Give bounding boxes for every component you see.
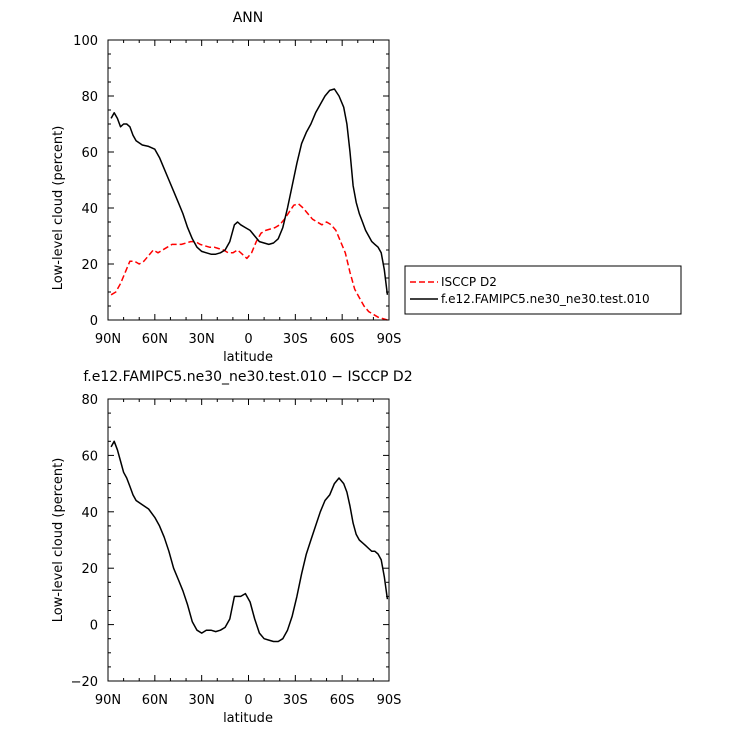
x-tick-label: 60S (330, 332, 355, 347)
legend-label-0: ISCCP D2 (441, 275, 497, 289)
series-line-1 (110, 88, 389, 295)
y-tick-label: 40 (81, 202, 98, 217)
x-tick-label: 90S (377, 332, 402, 347)
x-tick-label: 30S (283, 332, 308, 347)
y-axis-title: Low-level cloud (percent) (51, 458, 66, 623)
x-tick-label: 90N (95, 332, 121, 347)
y-tick-label: 20 (81, 562, 98, 577)
chart-ticks: 90N 60N 30N 0 30S 60S 90S 0 20 40 60 80 100 (73, 34, 401, 347)
legend-label-1: f.e12.FAMIPC5.ne30_ne30.test.010 (441, 292, 650, 306)
x-axis-title: latitude (223, 350, 273, 365)
series-line-0 (110, 203, 388, 321)
x-tick-label: 60N (142, 693, 168, 708)
y-tick-label: 0 (90, 314, 98, 329)
bottom-chart-panel: f.e12.FAMIPC5.ne30_ne30.test.010 − ISCCP… (51, 369, 413, 726)
legend-box (404, 265, 682, 315)
chart-title: ANN (233, 10, 264, 26)
x-tick-label: 90S (377, 693, 402, 708)
series-line-0 (110, 440, 389, 643)
chart-title: f.e12.FAMIPC5.ne30_ne30.test.010 − ISCCP… (83, 369, 412, 385)
x-tick-label: 60N (142, 332, 168, 347)
chart-marks (110, 88, 389, 321)
y-tick-label: 60 (81, 449, 98, 464)
chart-marks (110, 440, 389, 643)
legend: ISCCP D2 f.e12.FAMIPC5.ne30_ne30.test.01… (404, 265, 682, 315)
y-tick-label: 20 (81, 258, 98, 273)
y-tick-label: −20 (71, 675, 98, 690)
x-tick-label: 60S (330, 693, 355, 708)
x-tick-label: 0 (244, 332, 252, 347)
y-tick-label: 40 (81, 506, 98, 521)
x-tick-label: 30N (189, 693, 215, 708)
plot-frame (107, 398, 390, 682)
y-tick-label: 80 (81, 393, 98, 408)
x-tick-label: 30N (189, 332, 215, 347)
x-axis-title: latitude (223, 711, 273, 726)
y-tick-label: 80 (81, 90, 98, 105)
chart-ticks: 90N 60N 30N 0 30S 60S 90S −20 0 20 40 60 80 (71, 393, 402, 708)
y-axis-title: Low-level cloud (percent) (51, 126, 66, 291)
top-chart-panel: ANN Low-level cloud (percent) latitude 9… (51, 10, 682, 365)
y-tick-label: 0 (90, 619, 98, 634)
x-tick-label: 0 (244, 693, 252, 708)
x-tick-label: 30S (283, 693, 308, 708)
y-tick-label: 100 (73, 34, 98, 49)
x-tick-label: 90N (95, 693, 121, 708)
y-tick-label: 60 (81, 146, 98, 161)
plot-frame (107, 39, 390, 321)
